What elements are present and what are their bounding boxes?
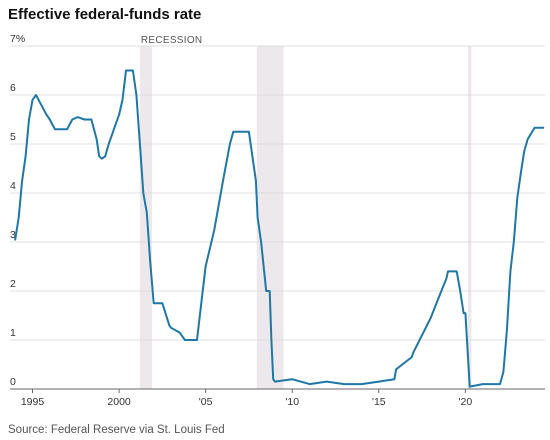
recession-label: RECESSION: [141, 35, 203, 46]
y-tick-label: 2: [10, 278, 16, 290]
recession-band: [467, 46, 472, 389]
x-tick-label: 1995: [21, 396, 45, 408]
y-tick-label: 0: [10, 376, 16, 388]
x-tick-label: '05: [199, 396, 213, 408]
x-tick-label: '10: [285, 396, 299, 408]
source-note: Source: Federal Reserve via St. Louis Fe…: [8, 424, 225, 436]
y-tick-label: 7%: [10, 33, 25, 45]
recession-band: [139, 46, 152, 389]
x-tick-label: '20: [459, 396, 473, 408]
y-tick-label: 6: [10, 82, 16, 94]
recession-band: [256, 46, 284, 389]
y-tick-label: 5: [10, 131, 16, 143]
y-tick-label: 3: [10, 229, 16, 241]
chart-title: Effective federal-funds rate: [8, 6, 202, 23]
y-tick-label: 1: [10, 327, 16, 339]
x-tick-label: '15: [372, 396, 386, 408]
rate-series-line: [14, 69, 545, 388]
y-tick-label: 4: [10, 180, 16, 192]
x-tick-label: 2000: [107, 396, 131, 408]
